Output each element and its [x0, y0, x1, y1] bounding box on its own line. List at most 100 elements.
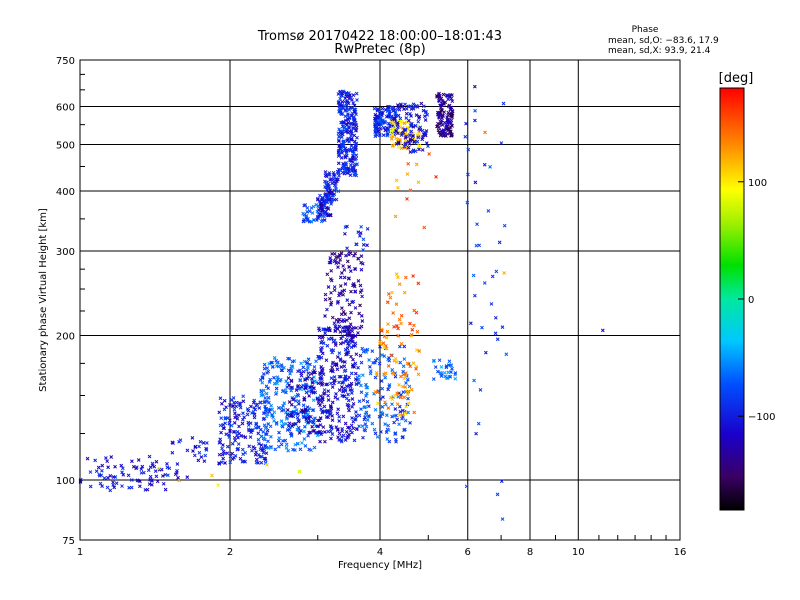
data-point — [354, 153, 359, 158]
data-point — [330, 362, 335, 366]
data-point — [321, 425, 326, 429]
data-point — [310, 211, 315, 215]
data-point — [397, 344, 402, 349]
data-point — [354, 352, 359, 357]
data-point — [411, 274, 415, 278]
data-point — [443, 374, 448, 379]
data-point — [334, 179, 339, 184]
data-point — [335, 367, 340, 372]
data-point — [138, 484, 142, 489]
data-point — [408, 364, 413, 369]
data-point — [320, 207, 325, 212]
data-point — [176, 475, 180, 480]
data-point — [337, 173, 341, 178]
data-point — [279, 442, 284, 447]
data-point — [306, 433, 310, 438]
x-tick-label: 2 — [227, 547, 233, 558]
data-point — [193, 444, 198, 449]
data-point — [275, 360, 280, 365]
data-point — [121, 472, 126, 477]
data-point — [246, 427, 251, 432]
data-point — [401, 369, 405, 374]
data-point — [339, 143, 344, 148]
data-point — [323, 331, 327, 336]
data-point — [263, 456, 268, 461]
data-point — [340, 129, 344, 134]
data-point — [284, 442, 289, 447]
x-tick-label: 10 — [572, 547, 585, 558]
data-points — [78, 84, 605, 521]
data-point — [347, 408, 351, 413]
data-point — [235, 416, 240, 421]
data-point — [217, 410, 222, 415]
data-point — [446, 370, 451, 375]
data-point — [387, 384, 392, 389]
data-point — [324, 358, 329, 363]
data-point — [289, 434, 294, 438]
data-point — [341, 264, 345, 268]
data-point — [323, 292, 328, 297]
data-point — [319, 375, 324, 380]
data-point — [329, 268, 334, 273]
data-point — [296, 369, 300, 374]
data-point — [414, 310, 419, 315]
data-point — [340, 334, 345, 338]
data-point — [234, 404, 239, 409]
data-point — [335, 355, 340, 359]
data-point — [261, 372, 266, 376]
data-point — [321, 327, 325, 332]
data-point — [346, 328, 351, 332]
data-point — [339, 336, 343, 341]
data-point — [404, 381, 408, 385]
x-tick-label: 8 — [527, 547, 533, 558]
data-point — [359, 267, 364, 272]
data-point — [373, 358, 378, 363]
data-point — [159, 467, 164, 472]
data-point — [385, 346, 389, 351]
data-point — [148, 465, 153, 470]
data-point — [220, 446, 224, 451]
data-point — [364, 350, 369, 354]
data-point — [302, 203, 307, 208]
data-point — [254, 457, 259, 462]
data-point — [386, 423, 391, 428]
data-point — [402, 344, 407, 349]
data-point — [386, 406, 391, 410]
data-point — [386, 322, 390, 326]
data-point — [348, 163, 353, 167]
data-point — [113, 475, 118, 479]
data-point — [361, 248, 365, 252]
data-point — [320, 397, 325, 402]
data-point — [319, 203, 324, 208]
data-point — [416, 281, 421, 286]
data-point — [221, 449, 226, 454]
data-point — [349, 144, 354, 148]
data-point — [359, 407, 363, 412]
data-point — [272, 356, 277, 360]
data-point — [284, 445, 289, 450]
data-point — [134, 465, 139, 470]
y-tick-label: 100 — [56, 476, 75, 487]
data-point — [315, 397, 320, 401]
data-point — [285, 408, 290, 412]
data-point — [150, 482, 154, 487]
data-point — [203, 453, 208, 458]
data-point — [341, 163, 346, 168]
data-point — [409, 332, 414, 337]
data-point — [346, 339, 351, 344]
data-point — [257, 406, 262, 410]
data-point — [365, 391, 369, 396]
data-point — [382, 345, 386, 350]
data-point — [273, 381, 277, 386]
colorbar-tick-label: 100 — [748, 178, 767, 189]
data-point — [241, 399, 246, 404]
data-point — [266, 386, 270, 391]
data-point — [338, 284, 343, 288]
data-point — [266, 395, 271, 400]
data-point — [354, 128, 358, 132]
data-point — [368, 364, 372, 369]
data-point — [405, 392, 410, 397]
data-point — [355, 135, 359, 140]
data-point — [265, 371, 270, 375]
data-point — [120, 484, 124, 488]
